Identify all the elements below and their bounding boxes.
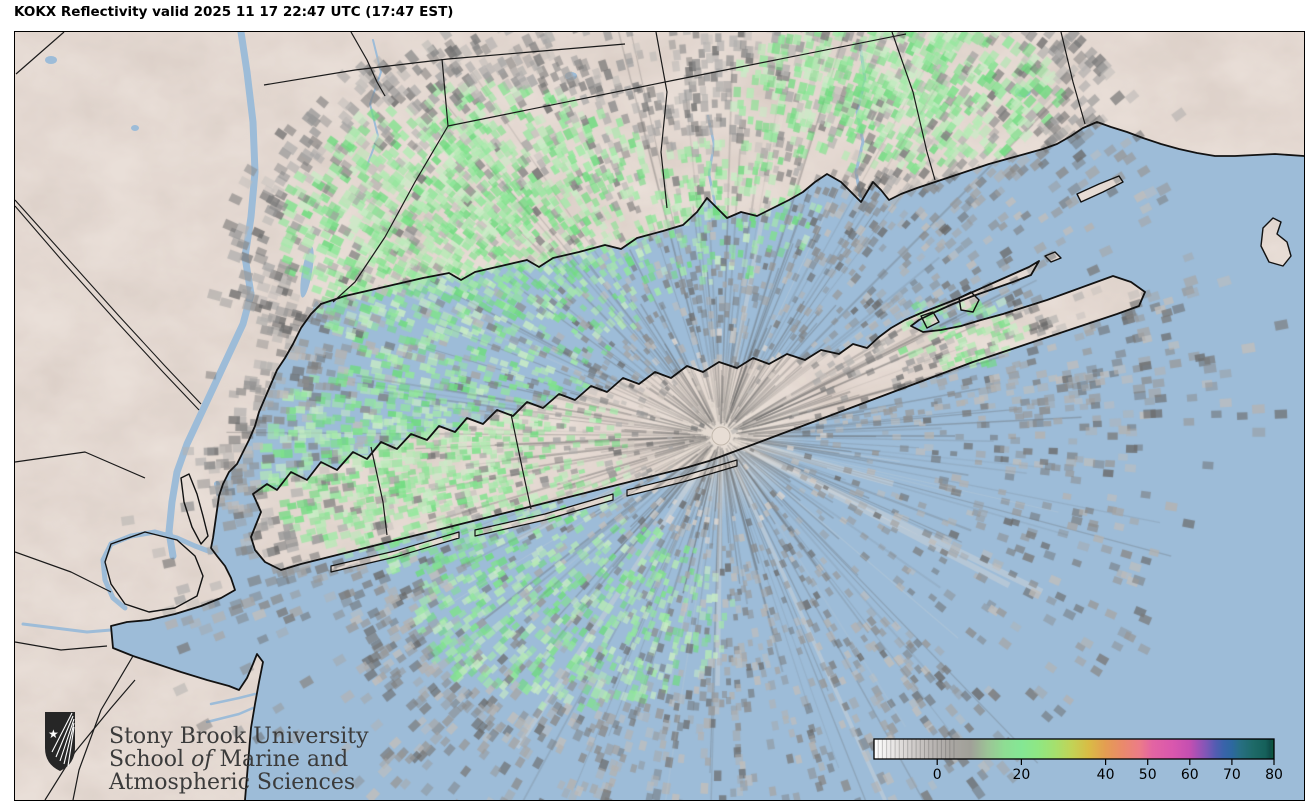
county-boundaries — [15, 32, 1086, 800]
radar-echo-layer — [15, 32, 1304, 800]
colorbar-tick-labels: 0 20 40 50 60 70 80 — [933, 767, 1283, 783]
svg-text:80: 80 — [1265, 767, 1283, 783]
logo-line1: Stony Brook University — [109, 724, 369, 749]
state-boundary — [15, 199, 202, 411]
svg-text:0: 0 — [933, 767, 942, 783]
coastlines — [104, 121, 1304, 800]
map-overlay-layer: 0 20 40 50 60 70 80 ★ Stony Brook UniversityScho… — [15, 32, 1304, 800]
svg-text:50: 50 — [1139, 767, 1157, 783]
svg-text:20: 20 — [1012, 767, 1030, 783]
map-frame: 0 20 40 50 60 70 80 ★ Stony Brook University Scho… — [14, 31, 1305, 801]
stonybrook-shield-icon: ★ — [45, 712, 75, 771]
colorbar-gradient — [874, 739, 1274, 759]
svg-text:★: ★ — [48, 727, 59, 741]
svg-text:70: 70 — [1223, 767, 1241, 783]
colorbar-ticks — [936, 759, 1275, 765]
reflectivity-colorbar: 0 20 40 50 60 70 80 — [873, 738, 1283, 783]
logo-line3: Atmospheric Sciences — [108, 770, 355, 795]
svg-text:40: 40 — [1097, 767, 1115, 783]
radar-site-marker — [711, 426, 731, 446]
colorbar-bin-stripes — [877, 739, 955, 759]
svg-text:60: 60 — [1181, 767, 1199, 783]
logo-line2: School of Marine and — [109, 747, 348, 772]
figure-title: KOKX Reflectivity valid 2025 11 17 22:47… — [14, 4, 454, 20]
